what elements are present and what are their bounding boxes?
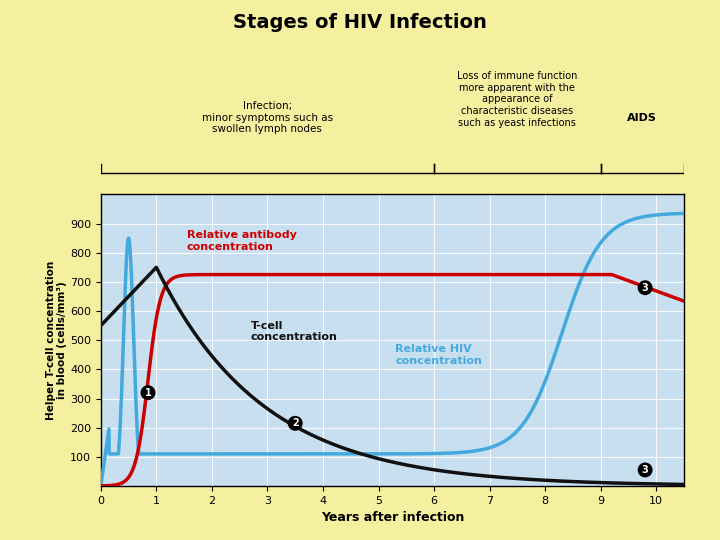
Y-axis label: Helper T-cell concentration
in blood (cells/mm³): Helper T-cell concentration in blood (ce… [45, 261, 67, 420]
Text: Relative antibody
concentration: Relative antibody concentration [187, 230, 297, 252]
Text: T-cell
concentration: T-cell concentration [251, 321, 338, 342]
Text: Relative HIV
concentration: Relative HIV concentration [395, 344, 482, 366]
Text: 3: 3 [642, 283, 649, 293]
Text: 2: 2 [292, 418, 299, 428]
Text: 3: 3 [642, 465, 649, 475]
Text: AIDS: AIDS [627, 113, 657, 123]
X-axis label: Years after infection: Years after infection [320, 511, 464, 524]
Text: Loss of immune function
more apparent with the
appearance of
characteristic dise: Loss of immune function more apparent wi… [457, 71, 577, 127]
Text: Infection;
minor symptoms such as
swollen lymph nodes: Infection; minor symptoms such as swolle… [202, 101, 333, 134]
Text: Stages of HIV Infection: Stages of HIV Infection [233, 14, 487, 32]
Text: 1: 1 [145, 388, 151, 397]
